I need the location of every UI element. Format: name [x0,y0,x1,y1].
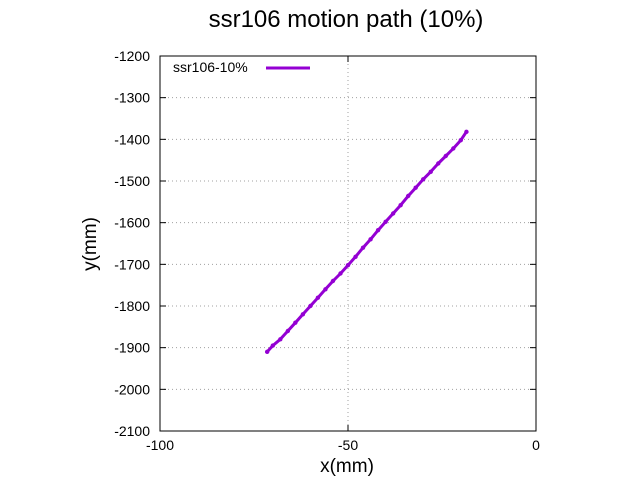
chart-title: ssr106 motion path (10%) [209,6,484,33]
y-tick-label: -1200 [114,48,150,64]
series-layer [264,129,469,355]
legend-label: ssr106-10% [173,59,248,75]
y-tick-label: -1600 [114,215,150,231]
data-point [398,202,403,208]
y-tick-label: -1700 [114,256,150,272]
data-point [353,254,358,260]
axis-ticks: -100 -50 0 -1200 -1300 -1400 -1500 -1600 -1700 -1… [114,48,540,453]
x-tick-label: -50 [338,437,358,453]
series-line [265,130,468,354]
data-point [451,146,456,151]
x-axis-label: x(mm) [320,456,374,477]
x-tick-label: -100 [146,437,174,453]
data-point [345,262,351,268]
y-axis-label: y(mm) [80,217,101,271]
data-point [285,328,291,334]
data-point [330,278,336,284]
data-point [264,349,270,355]
data-point [428,169,433,175]
data-point [315,295,321,300]
data-point [338,271,343,276]
data-point [443,153,448,159]
data-point [383,219,388,225]
data-point [300,312,306,317]
y-tick-label: -1500 [114,173,150,189]
data-point [413,185,418,190]
y-tick-label: -1300 [114,90,150,106]
y-tick-label: -1400 [114,131,150,147]
data-point [436,161,441,166]
data-point [464,129,469,135]
data-point [458,137,463,143]
data-point [368,237,373,242]
data-point [405,193,411,199]
y-tick-label: -1800 [114,298,150,314]
data-point [293,320,298,325]
y-tick-label: -2100 [114,423,150,439]
data-point [421,177,426,182]
data-point [390,211,396,216]
y-tick-label: -1900 [114,340,150,356]
data-point [308,303,313,309]
data-point [323,287,328,292]
data-point [375,227,381,233]
x-tick-label: 0 [532,437,540,453]
data-point [270,343,275,348]
y-tick-label: -2000 [114,381,150,397]
data-point [278,337,283,342]
data-point [360,245,366,250]
legend: ssr106-10% [173,59,310,75]
grid-lines [160,56,536,431]
